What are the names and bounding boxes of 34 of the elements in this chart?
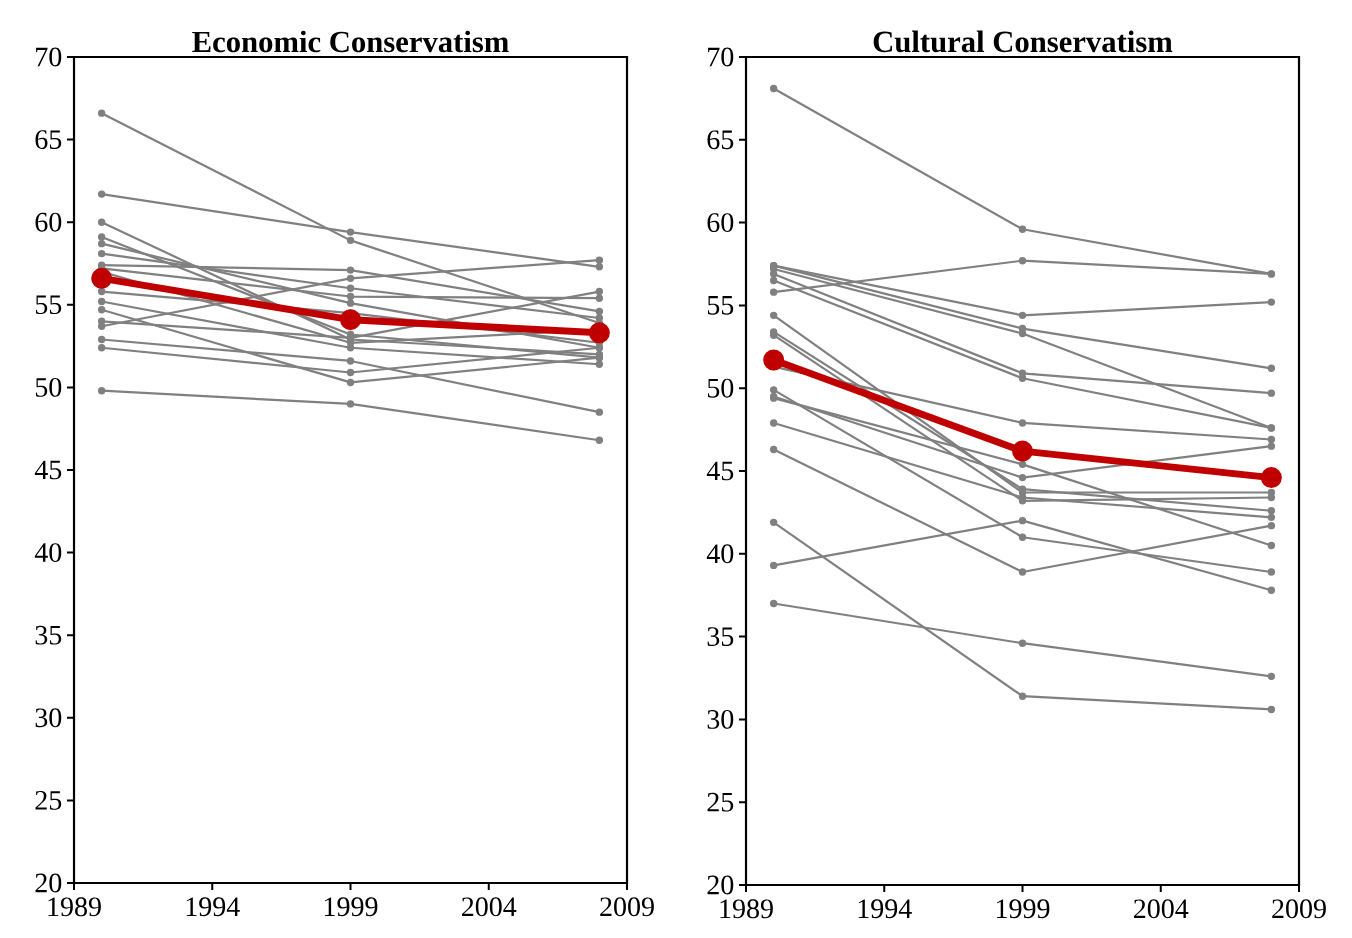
y-tick-label: 60	[707, 213, 734, 233]
chart-title: Economic Conservatism	[192, 30, 509, 53]
y-tick-label: 30	[707, 709, 734, 729]
chart-title: Cultural Conservatism	[873, 30, 1173, 53]
y-tick-label: 35	[707, 627, 734, 646]
y-tick-label: 20	[35, 873, 62, 893]
x-tick-label: 2004	[1133, 899, 1189, 919]
x-tick-label: 1994	[858, 899, 912, 919]
y-tick-label: 40	[706, 544, 734, 564]
y-tick-label: 20	[707, 875, 734, 895]
y-tick-label: 25	[707, 792, 734, 812]
x-tick-label: 1989	[48, 897, 101, 917]
y-tick-label: 40	[34, 543, 62, 563]
x-tick-label: 1999	[996, 899, 1050, 919]
x-tick-label: 1989	[720, 899, 773, 919]
x-tick-label: 1994	[186, 897, 240, 917]
y-tick-label: 25	[35, 790, 62, 810]
y-tick-label: 55	[707, 296, 734, 315]
y-tick-label: 65	[707, 130, 734, 150]
y-tick-label: 45	[34, 460, 62, 480]
x-tick-label: 2004	[461, 897, 517, 917]
y-tick-label: 50	[35, 377, 62, 397]
x-tick-label: 2009	[600, 897, 654, 917]
y-tick-label: 55	[35, 295, 62, 315]
y-tick-label: 65	[35, 130, 62, 149]
x-tick-label: 1999	[324, 897, 378, 917]
y-tick-label: 50	[707, 378, 734, 398]
y-tick-label: 60	[35, 212, 62, 232]
y-tick-label: 30	[35, 708, 62, 728]
y-tick-label: 35	[35, 625, 62, 645]
y-tick-label: 45	[706, 461, 734, 481]
x-tick-label: 2009	[1272, 899, 1326, 919]
y-tick-label: 70	[36, 47, 62, 67]
y-tick-label: 70	[708, 47, 734, 67]
